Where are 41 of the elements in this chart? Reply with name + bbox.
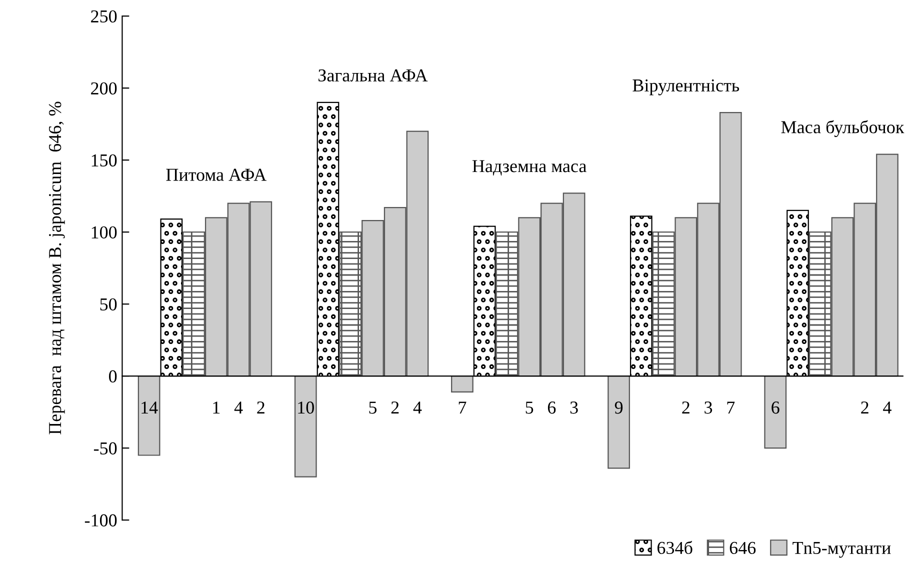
x-tick-label: 2	[391, 402, 399, 414]
y-axis-title: Перевага над штамом B. japonicum 646, %	[48, 102, 65, 434]
y-tick-label: 150	[92, 154, 117, 167]
x-tick-label: 7	[727, 402, 735, 414]
x-tick-label: 4	[413, 402, 422, 414]
annotation: Маса бульбочок	[781, 120, 904, 138]
x-tick-label: 2	[257, 402, 264, 414]
bar	[451, 375, 474, 392]
legend-label: 634б	[657, 540, 692, 554]
x-tick-label: 3	[570, 402, 578, 414]
x-tick-label: 10	[298, 402, 314, 414]
y-tick-label: 200	[91, 82, 117, 95]
legend-label: Tn5-мутанти	[792, 542, 891, 558]
x-tick-label: 1	[213, 402, 220, 414]
annotation: Надземна маса	[472, 160, 586, 176]
x-tick-label: 2	[682, 402, 690, 414]
x-tick-label: 4	[234, 402, 243, 414]
y-tick-label: 100	[92, 226, 117, 238]
y-tick-label: 250	[91, 10, 117, 23]
x-tick-label: 6	[548, 402, 556, 414]
x-tick-label: 5	[526, 402, 534, 414]
y-tick-label: 0	[109, 370, 117, 382]
x-tick-label: 2	[861, 402, 868, 414]
x-tick-label: 5	[369, 402, 377, 414]
legend-label: 646	[730, 542, 756, 554]
x-tick-label: 14	[142, 402, 158, 414]
x-tick-label: 3	[704, 402, 712, 414]
bar	[294, 375, 317, 478]
y-tick-label: 50	[100, 298, 117, 310]
y-tick-label: -50	[94, 442, 117, 454]
x-tick-label: 7	[458, 402, 466, 414]
bar	[764, 375, 787, 449]
bar	[608, 375, 630, 469]
bar	[138, 375, 160, 456]
annotation: Питома АФА	[166, 168, 267, 181]
x-tick-label: 4	[883, 402, 892, 414]
y-tick-label: -100	[84, 514, 117, 526]
x-tick-label: 9	[614, 402, 623, 414]
x-tick-label: 6	[772, 402, 780, 414]
annotation: Вірулентність	[632, 79, 740, 96]
annotation: Загальна АФА	[318, 69, 428, 82]
